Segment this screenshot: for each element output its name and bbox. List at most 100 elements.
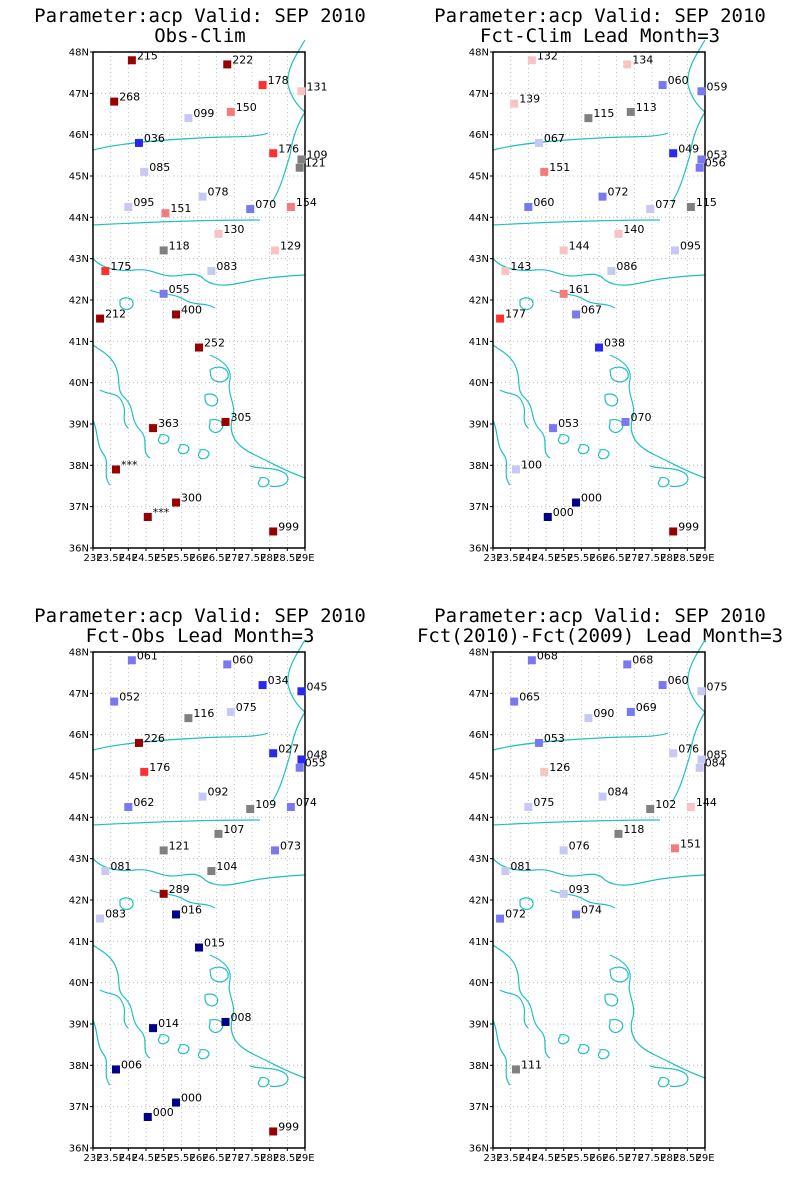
station-marker <box>134 138 143 147</box>
station-value-label: 053 <box>544 732 565 745</box>
station-marker <box>670 844 679 853</box>
coastline <box>92 1019 111 1086</box>
station-value-label: 131 <box>306 80 327 93</box>
station-marker <box>527 656 536 665</box>
station-value-label: 045 <box>306 680 327 693</box>
station-value-label: 177 <box>505 308 526 321</box>
lon-tick-label: 23E <box>483 553 502 564</box>
station-marker <box>669 527 678 536</box>
station-value-label: 068 <box>537 649 558 662</box>
station-marker <box>172 910 181 919</box>
coastline <box>92 944 151 1059</box>
lat-tick-label: 41N <box>469 337 489 348</box>
station-value-label: 093 <box>569 883 590 896</box>
station-value-label: 099 <box>193 107 214 120</box>
station-marker <box>534 738 543 747</box>
coastline <box>271 711 306 803</box>
map-plot: 48N47N46N45N44N43N42N41N40N39N38N37N36N2… <box>69 39 327 564</box>
station-value-label: 151 <box>170 202 191 215</box>
lon-tick-label: 24E <box>519 553 538 564</box>
coastline <box>609 954 706 1079</box>
lat-tick-label: 42N <box>469 296 489 307</box>
station-value-label: 061 <box>137 649 158 662</box>
lat-tick-label: 41N <box>69 937 89 948</box>
coastline <box>492 219 661 226</box>
coastline <box>92 419 111 486</box>
lat-tick-label: 37N <box>469 1102 489 1113</box>
lat-tick-label: 39N <box>69 1020 89 1031</box>
station-marker <box>524 803 533 811</box>
station-marker <box>140 167 149 176</box>
station-marker <box>686 803 695 811</box>
lat-tick-label: 47N <box>69 689 89 700</box>
station-marker <box>669 149 678 158</box>
lat-tick-label: 36N <box>69 1144 89 1155</box>
lat-tick-label: 44N <box>469 213 489 224</box>
station-value-label: 289 <box>169 883 190 896</box>
lon-tick-label: 27.5E <box>638 553 667 564</box>
lat-tick-label: 47N <box>469 89 489 100</box>
island <box>119 297 134 311</box>
coastline <box>249 1065 289 1087</box>
station-marker <box>607 267 616 276</box>
station-value-label: 085 <box>149 161 170 174</box>
station-value-label: *** <box>153 506 170 519</box>
station-value-label: 134 <box>632 53 653 66</box>
station-marker <box>207 267 216 276</box>
station-value-label: 076 <box>569 839 590 852</box>
lon-tick-label: 25.5E <box>567 1153 596 1164</box>
lat-tick-label: 47N <box>69 89 89 100</box>
coastline <box>492 1019 511 1086</box>
lon-tick-label: 24E <box>119 553 138 564</box>
station-marker <box>110 697 119 706</box>
station-marker <box>621 417 630 426</box>
island <box>209 366 229 383</box>
station-value-label: 049 <box>678 142 699 155</box>
station-marker <box>510 99 519 108</box>
station-value-label: 104 <box>216 860 237 873</box>
coastline <box>92 219 261 226</box>
station-marker <box>297 755 306 764</box>
panel-subtitle: Fct(2010)-Fct(2009) Lead Month=3 <box>416 625 784 647</box>
lon-tick-label: 25.5E <box>167 553 196 564</box>
island <box>257 1077 270 1088</box>
lon-tick-label: 24E <box>519 1153 538 1164</box>
station-value-label: 060 <box>668 74 689 87</box>
station-value-label: 176 <box>278 142 299 155</box>
coastline <box>99 389 129 429</box>
station-marker <box>697 155 706 164</box>
lat-tick-label: 48N <box>469 48 489 59</box>
station-marker <box>572 910 581 919</box>
station-value-label: 090 <box>593 707 614 720</box>
station-marker <box>614 829 623 838</box>
station-marker <box>670 246 679 255</box>
station-value-label: 081 <box>110 860 131 873</box>
lon-tick-label: 23.5E <box>496 1153 525 1164</box>
station-value-label: 083 <box>105 908 126 921</box>
lat-tick-label: 41N <box>469 937 489 948</box>
station-marker <box>697 755 706 764</box>
station-marker <box>669 749 678 758</box>
station-marker <box>127 56 136 65</box>
station-value-label: 144 <box>569 239 590 252</box>
lon-tick-label: 28.5E <box>273 1153 302 1164</box>
coastline <box>492 132 669 151</box>
station-marker <box>286 803 295 811</box>
station-value-label: 062 <box>133 796 154 809</box>
station-value-label: 109 <box>306 148 327 161</box>
station-marker <box>295 763 304 772</box>
station-marker <box>559 889 568 898</box>
station-value-label: 212 <box>105 308 126 321</box>
map-panel-fct-clim: Parameter:acp Valid: SEP 2010 Fct-Clim L… <box>400 0 800 600</box>
lon-tick-label: 29E <box>295 1153 314 1164</box>
station-value-label: 095 <box>680 239 701 252</box>
panel-subtitle: Fct-Clim Lead Month=3 <box>479 25 721 47</box>
station-marker <box>559 246 568 255</box>
island <box>604 393 619 407</box>
lon-tick-label: 28E <box>260 1153 279 1164</box>
coastline <box>92 132 269 151</box>
lat-tick-label: 43N <box>69 854 89 865</box>
station-marker <box>598 792 607 801</box>
station-value-label: 016 <box>181 903 202 916</box>
